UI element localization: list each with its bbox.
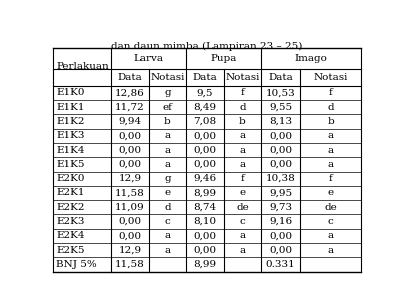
Text: E1K5: E1K5: [56, 160, 85, 169]
Text: f: f: [241, 174, 244, 183]
Text: f: f: [329, 88, 332, 97]
Text: 0,00: 0,00: [193, 246, 216, 255]
Text: c: c: [239, 217, 245, 226]
Text: Pupa: Pupa: [210, 54, 237, 63]
Text: E2K0: E2K0: [56, 174, 85, 183]
Text: a: a: [239, 131, 245, 140]
Text: e: e: [328, 188, 334, 197]
Text: d: d: [327, 103, 334, 111]
Text: 0,00: 0,00: [118, 231, 141, 241]
Text: BNJ 5%: BNJ 5%: [56, 260, 97, 269]
Text: 0.331: 0.331: [266, 260, 295, 269]
Text: E2K3: E2K3: [56, 217, 85, 226]
Text: E1K0: E1K0: [56, 88, 85, 97]
Text: 0,00: 0,00: [118, 217, 141, 226]
Text: E1K1: E1K1: [56, 103, 85, 111]
Text: Data: Data: [193, 73, 217, 82]
Text: Imago: Imago: [295, 54, 328, 63]
Text: 0,00: 0,00: [269, 231, 292, 241]
Text: 8,49: 8,49: [193, 103, 216, 111]
Text: a: a: [328, 246, 334, 255]
Text: g: g: [164, 88, 171, 97]
Text: 9,95: 9,95: [269, 188, 292, 197]
Text: 0,00: 0,00: [118, 145, 141, 155]
Text: E1K2: E1K2: [56, 117, 85, 126]
Text: a: a: [328, 145, 334, 155]
Text: Perlakuan: Perlakuan: [56, 62, 109, 71]
Text: 12,9: 12,9: [118, 174, 141, 183]
Text: g: g: [164, 174, 171, 183]
Text: f: f: [329, 174, 332, 183]
Text: 0,00: 0,00: [193, 160, 216, 169]
Text: c: c: [164, 217, 170, 226]
Text: 0,00: 0,00: [193, 131, 216, 140]
Text: 0,00: 0,00: [118, 131, 141, 140]
Text: 11,72: 11,72: [115, 103, 145, 111]
Text: a: a: [239, 246, 245, 255]
Text: d: d: [164, 203, 171, 212]
Text: E2K2: E2K2: [56, 203, 85, 212]
Text: 0,00: 0,00: [118, 160, 141, 169]
Text: 10,38: 10,38: [266, 174, 295, 183]
Text: 9,16: 9,16: [269, 217, 292, 226]
Text: d: d: [239, 103, 246, 111]
Text: ef: ef: [162, 103, 172, 111]
Text: 10,53: 10,53: [266, 88, 295, 97]
Text: a: a: [164, 131, 170, 140]
Text: 12,9: 12,9: [118, 246, 141, 255]
Text: 8,74: 8,74: [193, 203, 216, 212]
Text: de: de: [324, 203, 337, 212]
Text: dan daun mimba (Lampiran 23 – 25): dan daun mimba (Lampiran 23 – 25): [111, 42, 302, 51]
Text: 0,00: 0,00: [193, 231, 216, 241]
Text: 9,5: 9,5: [197, 88, 213, 97]
Text: E2K1: E2K1: [56, 188, 85, 197]
Text: de: de: [236, 203, 249, 212]
Text: a: a: [164, 231, 170, 241]
Text: E2K5: E2K5: [56, 246, 85, 255]
Text: Larva: Larva: [134, 54, 164, 63]
Text: 0,00: 0,00: [193, 145, 216, 155]
Text: 8,99: 8,99: [193, 260, 216, 269]
Text: a: a: [328, 131, 334, 140]
Text: a: a: [239, 160, 245, 169]
Text: 9,55: 9,55: [269, 103, 292, 111]
Text: b: b: [327, 117, 334, 126]
Text: a: a: [239, 145, 245, 155]
Text: e: e: [239, 188, 245, 197]
Text: 9,46: 9,46: [193, 174, 216, 183]
Text: a: a: [328, 231, 334, 241]
Text: a: a: [328, 160, 334, 169]
Text: 0,00: 0,00: [269, 160, 292, 169]
Text: E1K3: E1K3: [56, 131, 85, 140]
Text: 0,00: 0,00: [269, 131, 292, 140]
Text: 0,00: 0,00: [269, 246, 292, 255]
Text: 8,99: 8,99: [193, 188, 216, 197]
Text: 7,08: 7,08: [193, 117, 216, 126]
Text: 9,73: 9,73: [269, 203, 292, 212]
Text: Notasi: Notasi: [314, 73, 348, 82]
Text: E1K4: E1K4: [56, 145, 85, 155]
Text: a: a: [164, 246, 170, 255]
Text: 11,09: 11,09: [115, 203, 145, 212]
Text: 11,58: 11,58: [115, 260, 145, 269]
Text: Data: Data: [268, 73, 293, 82]
Text: a: a: [164, 145, 170, 155]
Text: 0,00: 0,00: [269, 145, 292, 155]
Text: 8,10: 8,10: [193, 217, 216, 226]
Text: Notasi: Notasi: [150, 73, 185, 82]
Text: b: b: [239, 117, 246, 126]
Text: a: a: [164, 160, 170, 169]
Text: 12,86: 12,86: [115, 88, 145, 97]
Text: a: a: [239, 231, 245, 241]
Text: b: b: [164, 117, 171, 126]
Text: E2K4: E2K4: [56, 231, 85, 241]
Text: Notasi: Notasi: [225, 73, 260, 82]
Text: 8,13: 8,13: [269, 117, 292, 126]
Text: 11,58: 11,58: [115, 188, 145, 197]
Text: e: e: [164, 188, 170, 197]
Text: Data: Data: [118, 73, 142, 82]
Text: c: c: [328, 217, 334, 226]
Text: 9,94: 9,94: [118, 117, 141, 126]
Text: f: f: [241, 88, 244, 97]
